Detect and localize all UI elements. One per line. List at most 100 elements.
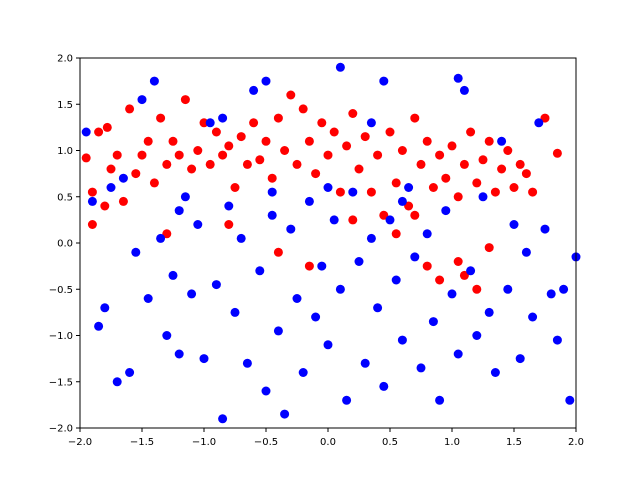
scatter-point [100, 303, 110, 313]
scatter-point [81, 127, 91, 137]
scatter-point [273, 326, 283, 336]
scatter-point [156, 233, 166, 243]
scatter-point [143, 294, 153, 303]
scatter-point [317, 118, 327, 128]
scatter-point [552, 148, 562, 158]
scatter-point [441, 173, 451, 183]
scatter-point [187, 289, 197, 299]
scatter-point [249, 118, 259, 128]
scatter-point [137, 150, 147, 160]
scatter-point [497, 136, 507, 146]
scatter-point [255, 155, 265, 165]
scatter-point [199, 118, 209, 128]
scatter-point [162, 159, 172, 169]
scatter-point [335, 187, 345, 197]
scatter-point [304, 136, 314, 146]
scatter-point [521, 247, 531, 257]
scatter-point [354, 164, 364, 174]
scatter-point [149, 76, 159, 86]
scatter-point [100, 201, 110, 211]
y-tick-label: 0.5 [57, 192, 73, 203]
scatter-point [87, 220, 97, 229]
scatter-point [292, 294, 302, 303]
scatter-point [515, 354, 525, 364]
scatter-point [261, 136, 271, 146]
scatter-point [230, 183, 240, 192]
scatter-point [211, 280, 221, 290]
scatter-point [503, 146, 513, 155]
scatter-point [466, 127, 476, 137]
scatter-point [348, 215, 358, 225]
scatter-point [459, 159, 469, 169]
scatter-point [323, 150, 333, 160]
scatter-point [410, 113, 420, 123]
scatter-point [224, 141, 234, 151]
scatter-point [125, 104, 135, 114]
scatter-point [416, 363, 426, 373]
scatter-point [224, 220, 234, 229]
scatter-point [236, 132, 246, 142]
scatter-point [391, 178, 401, 188]
scatter-point [385, 215, 395, 225]
scatter-point [379, 210, 389, 220]
scatter-point [242, 159, 252, 169]
scatter-point [180, 95, 190, 105]
scatter-point [503, 284, 513, 294]
y-tick-label: −2.0 [49, 424, 73, 435]
scatter-point [168, 270, 178, 280]
scatter-point [459, 270, 469, 280]
scatter-point [435, 275, 445, 285]
scatter-point [515, 159, 525, 169]
y-tick-label: 2.0 [57, 54, 73, 65]
scatter-point [342, 141, 352, 151]
scatter-point [249, 85, 259, 95]
scatter-point [81, 153, 91, 163]
scatter-point [366, 233, 376, 243]
scatter-point [193, 220, 203, 229]
scatter-point [453, 257, 463, 266]
scatter-point [342, 395, 352, 405]
scatter-point [490, 368, 500, 377]
scatter-point [267, 187, 277, 197]
scatter-point [174, 349, 184, 359]
x-tick-label: −1.5 [130, 437, 154, 448]
scatter-point [540, 113, 550, 123]
scatter-point [174, 206, 184, 216]
scatter-point [286, 224, 296, 234]
x-tick-label: 0.5 [382, 437, 398, 448]
scatter-point [435, 150, 445, 160]
scatter-point [323, 183, 333, 192]
scatter-point [453, 349, 463, 359]
scatter-point [329, 127, 339, 137]
scatter-point [224, 201, 234, 211]
x-tick-label: −2.0 [68, 437, 92, 448]
scatter-point [298, 104, 308, 114]
scatter-point [453, 192, 463, 202]
scatter-point [149, 178, 159, 188]
scatter-point [484, 136, 494, 146]
scatter-point [397, 146, 407, 155]
x-axis: −2.0 −1.5 −1.0 −0.5 0.0 0.5 1.0 1.5 2.0 [68, 428, 584, 448]
scatter-point [304, 261, 314, 271]
scatter-point [459, 85, 469, 95]
scatter-point [472, 331, 482, 340]
scatter-point [497, 164, 507, 174]
scatter-point [472, 284, 482, 294]
scatter-point [180, 192, 190, 202]
y-axis: −2.0 −1.5 −1.0 −0.5 0.0 0.5 1.0 1.5 2.0 [49, 54, 80, 435]
scatter-point [87, 196, 97, 206]
scatter-point [484, 243, 494, 253]
scatter-point [348, 109, 358, 118]
x-tick-label: −0.5 [254, 437, 278, 448]
scatter-point [292, 159, 302, 169]
scatter-point [453, 73, 463, 83]
x-tick-label: 1.0 [444, 437, 460, 448]
scatter-point [391, 275, 401, 285]
scatter-point [422, 261, 432, 271]
scatter-point [118, 173, 128, 183]
scatter-point [112, 150, 122, 160]
scatter-point [521, 169, 531, 179]
scatter-point [404, 183, 414, 192]
scatter-point [87, 187, 97, 197]
scatter-point [348, 187, 358, 197]
